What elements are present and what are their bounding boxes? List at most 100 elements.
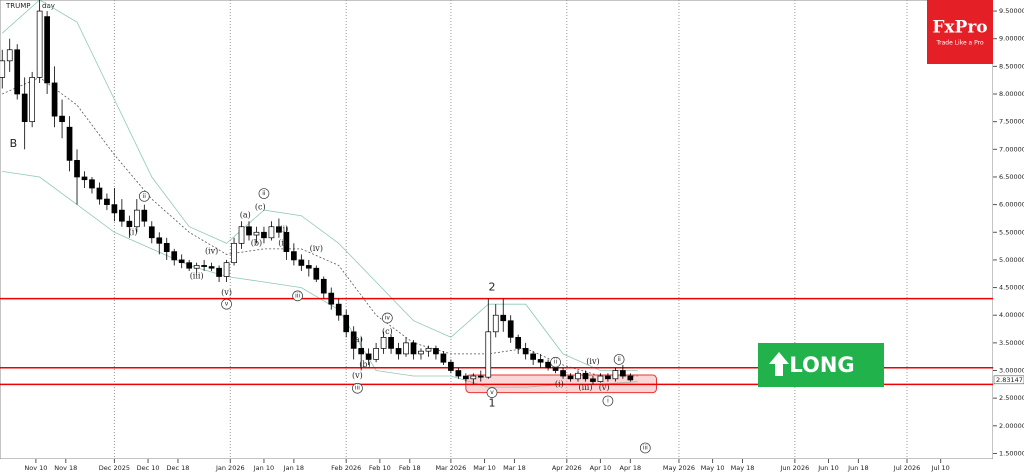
wave-label: iv: [385, 314, 391, 321]
y-tick-label: 6.00000: [999, 201, 1024, 209]
wave-label: (i): [129, 227, 138, 236]
candle-body: [268, 226, 275, 239]
x-tick-label: Jan 10: [253, 464, 274, 472]
wave-label: 1: [489, 397, 496, 410]
candle-body: [283, 231, 290, 252]
candle-body: [462, 375, 469, 380]
wave-label: (b): [251, 238, 262, 247]
candle-body: [477, 375, 484, 378]
wave-label: iii: [355, 385, 360, 392]
y-tick-label: 1.50000: [999, 449, 1024, 457]
candle-body: [485, 331, 492, 378]
candle-body: [238, 226, 245, 244]
candle-body: [507, 320, 514, 338]
annotation-circle: [486, 387, 498, 398]
brand-box: [927, 0, 993, 64]
wave-label: (v): [599, 383, 610, 392]
candle-body: [119, 209, 125, 222]
x-tick-label: Dec 2025: [99, 464, 130, 472]
candle-body: [51, 82, 58, 117]
y-tick-label: 9.00000: [999, 35, 1024, 43]
candle-body: [597, 375, 604, 382]
candle-body: [500, 314, 507, 322]
candle-body: [66, 126, 73, 161]
timeframe: day: [42, 2, 55, 10]
wave-label: v: [225, 301, 229, 308]
candle-body: [627, 375, 634, 381]
y-tick-label: 5.00000: [999, 256, 1024, 264]
x-tick-label: Jul 10: [931, 464, 950, 472]
wave-label: (b): [359, 360, 370, 369]
candle-body: [0, 60, 6, 78]
signal-arrow: [769, 352, 789, 376]
wave-label: (ii): [277, 225, 288, 234]
candle-body: [216, 267, 222, 277]
wave-label: (iv): [586, 357, 599, 366]
y-tick-label: 3.50000: [999, 339, 1024, 347]
candle-body: [298, 259, 305, 266]
candle-body: [163, 242, 170, 252]
candle-body: [74, 160, 80, 178]
candle-body: [425, 348, 432, 352]
x-tick-label: Nov 18: [54, 464, 77, 472]
y-tick-label: 6.50000: [999, 173, 1024, 181]
candle-body: [29, 77, 36, 123]
annotation-circle: [381, 312, 393, 324]
candle-body: [590, 378, 596, 382]
wave-label: (iv): [205, 247, 218, 256]
candle-body: [373, 348, 379, 360]
x-tick-label: Jun 10: [817, 464, 839, 472]
wave-label: 2: [489, 281, 496, 294]
candle-body: [246, 226, 252, 236]
candle-body: [81, 176, 88, 181]
annotation-circle: [550, 356, 561, 368]
x-tick-label: Feb 2026: [331, 464, 361, 472]
candle-body: [522, 348, 529, 355]
annotation-circle: [639, 442, 651, 454]
x-tick-label: Apr 18: [620, 464, 642, 472]
candle-body: [156, 237, 163, 244]
x-tick-label: Apr 10: [590, 464, 612, 472]
wave-label: iii: [643, 444, 648, 451]
candle-body: [343, 314, 350, 333]
wave-label: i: [607, 397, 609, 404]
candle-body: [104, 198, 110, 205]
candle-body: [59, 115, 65, 123]
annotation-circle: [352, 382, 363, 394]
candle-body: [433, 348, 439, 355]
y-tick-label: 7.50000: [999, 118, 1024, 126]
brand-tagline: Trade Like a Pro: [935, 40, 984, 47]
signal-label: LONG: [789, 353, 854, 377]
candle-body: [537, 359, 544, 363]
y-tick-label: 4.50000: [999, 284, 1024, 292]
wave-label: ii: [262, 190, 266, 197]
annotation-circle: [221, 298, 232, 310]
brand-name: FxPro: [932, 18, 987, 38]
x-tick-label: Jun 18: [847, 464, 869, 472]
x-tick-label: May 2026: [663, 464, 695, 472]
candle-body: [515, 336, 522, 349]
candle-body: [44, 16, 50, 84]
x-tick-label: Mar 18: [503, 464, 526, 472]
candle-body: [6, 49, 13, 62]
annotation-circle: [613, 354, 625, 365]
x-tick-label: Jan 2026: [215, 464, 245, 472]
candle-body: [111, 204, 118, 214]
candle-body: [89, 179, 95, 189]
candle-body: [313, 267, 320, 280]
candle-body: [231, 242, 237, 264]
candle-body: [455, 370, 462, 377]
candle-body: [276, 226, 282, 233]
candle-body: [126, 220, 133, 228]
x-tick-label: Jun 2026: [779, 464, 809, 472]
y-tick-label: 3.00000: [999, 367, 1024, 375]
annotation-circle: [602, 395, 614, 407]
wave-label: (a): [240, 211, 251, 220]
candle-body: [320, 278, 327, 294]
chart-title: TRUMP: [5, 2, 31, 10]
wave-label: (i): [555, 379, 564, 388]
x-tick-label: Feb 18: [399, 464, 421, 472]
wave-label: (iii): [579, 383, 593, 392]
wave-label: ii: [143, 193, 147, 200]
